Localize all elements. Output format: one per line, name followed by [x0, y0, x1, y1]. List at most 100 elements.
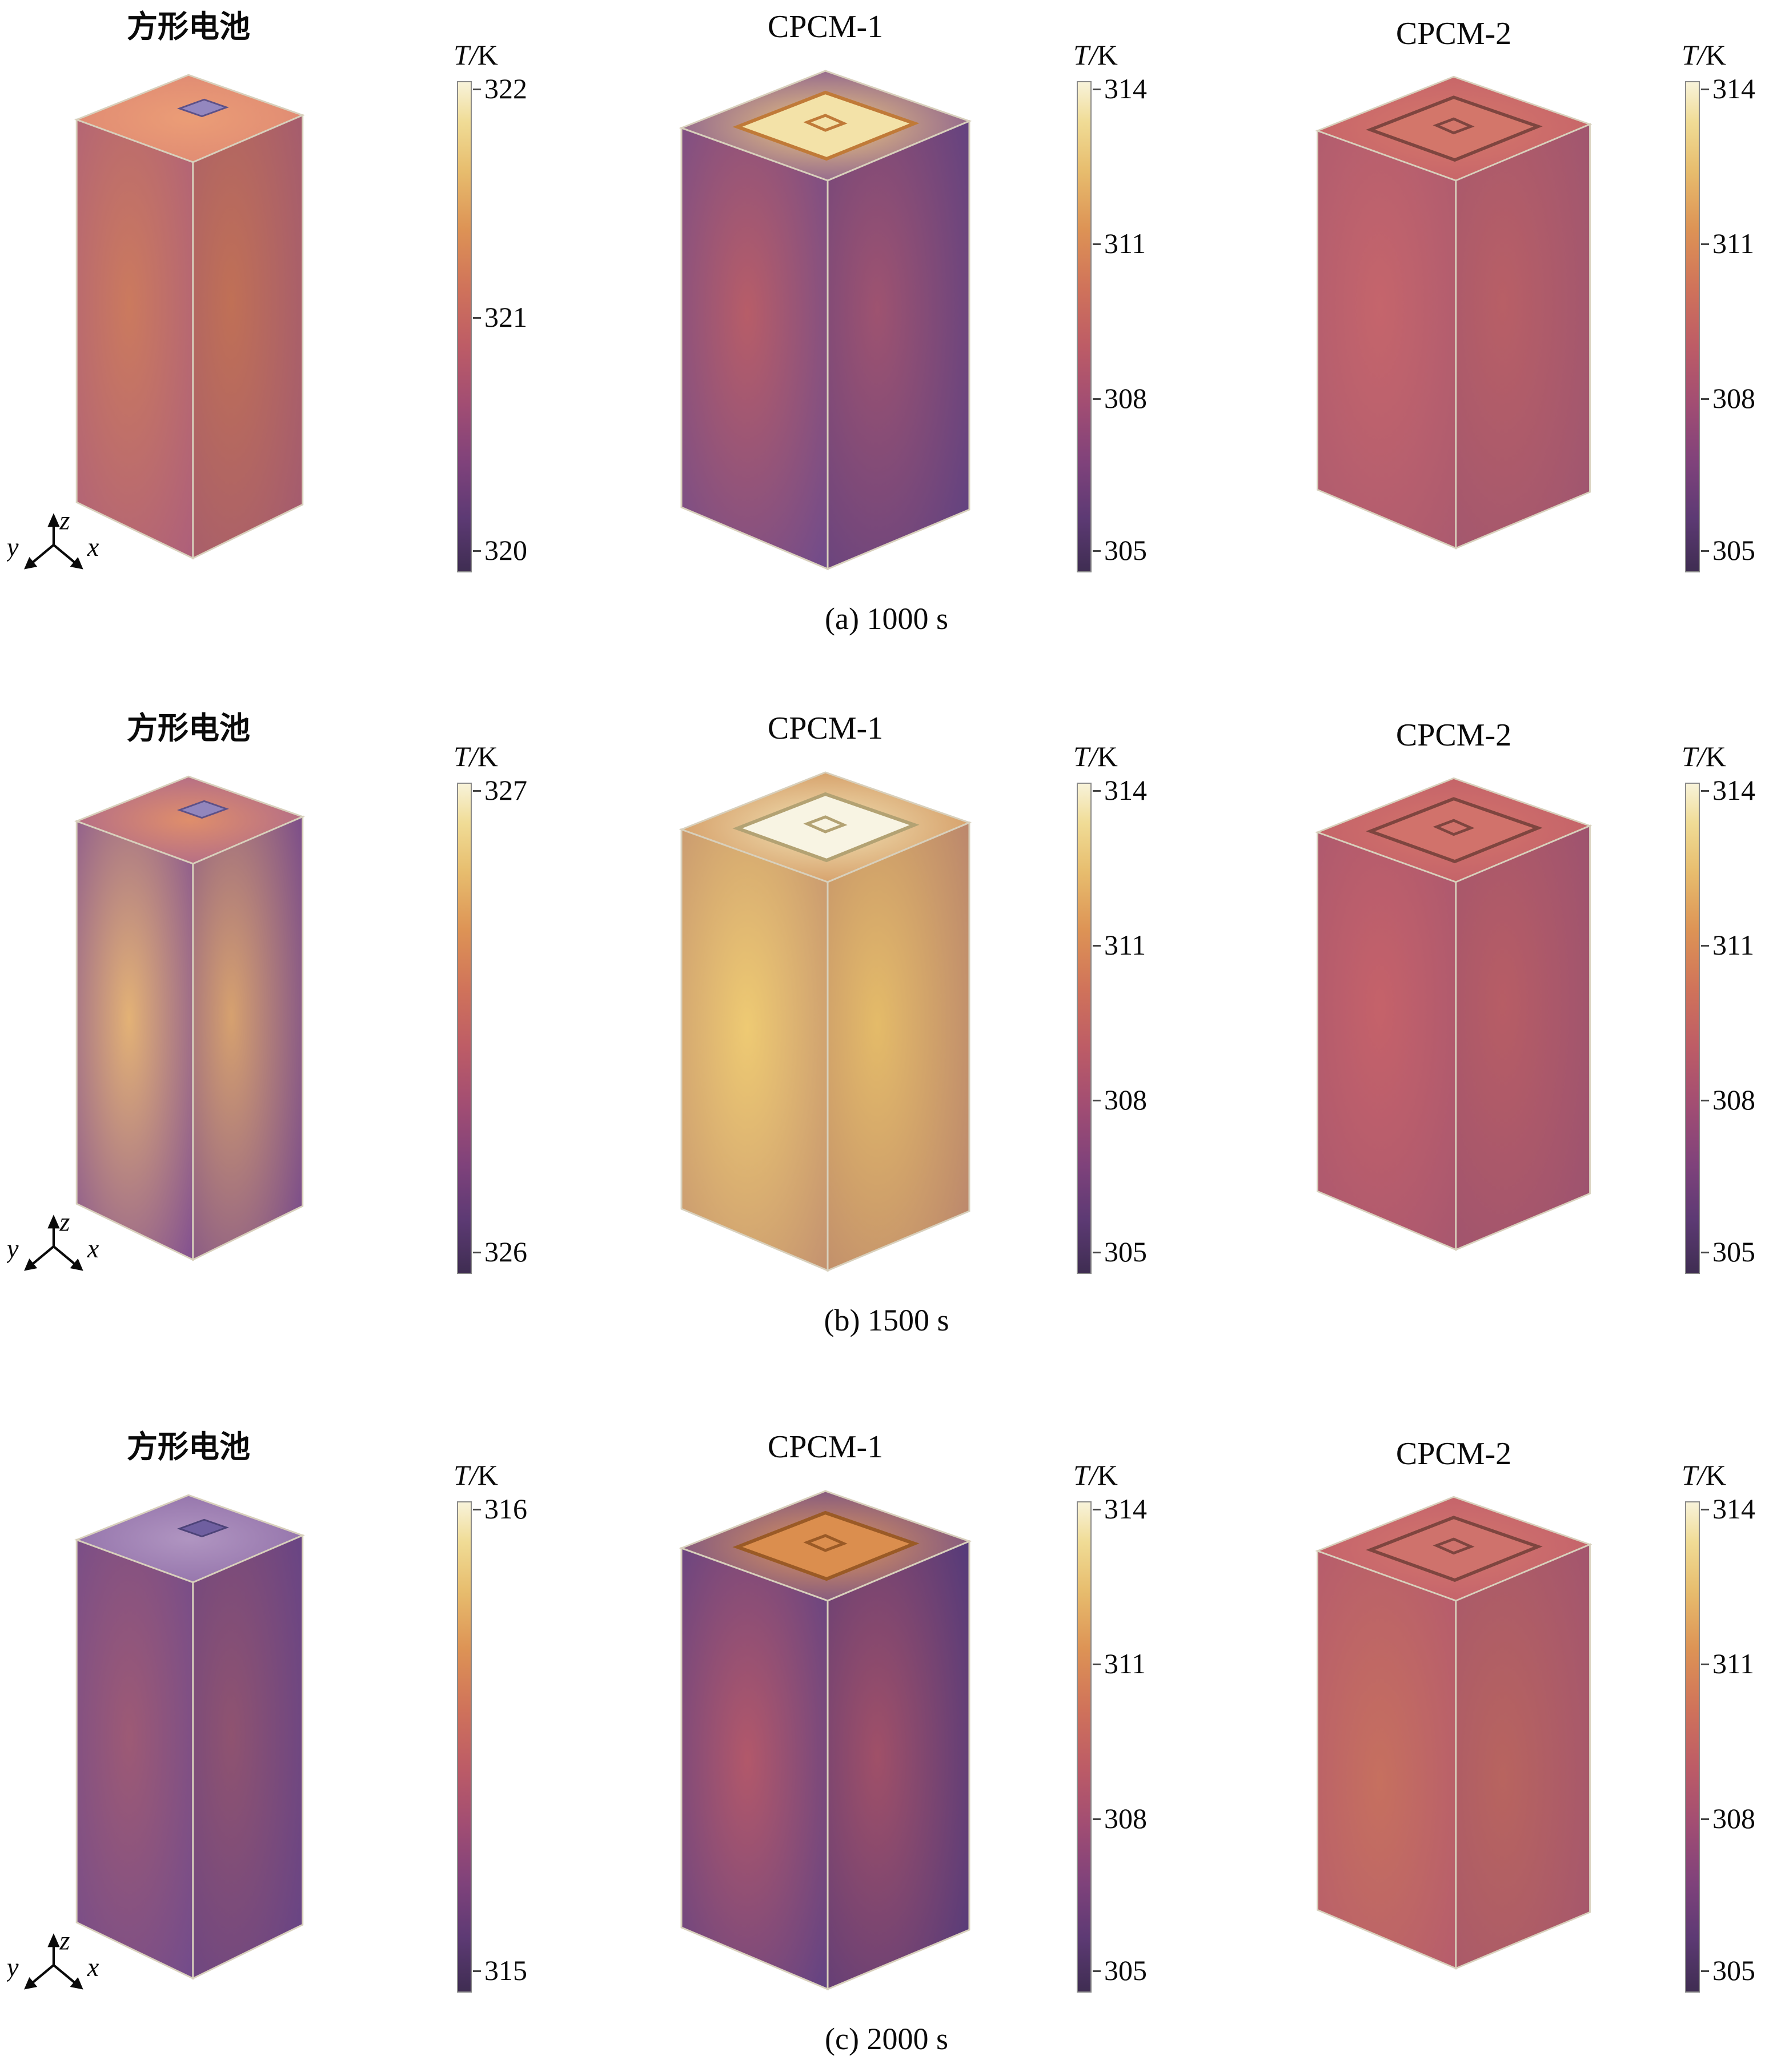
colorbar-gradient	[1685, 1501, 1700, 1993]
colorbar: T/K 314 311 308 305	[1073, 38, 1185, 572]
colorbar-tick: 308	[1701, 1083, 1755, 1116]
cpcm2-3d-render	[1315, 1496, 1593, 1970]
subfigure-c: 方形电池	[0, 1420, 1773, 2072]
box-left-face	[1317, 831, 1457, 1251]
colorbar: T/K 314 311 308 305	[1073, 739, 1185, 1274]
cpcm2-3d-render	[1315, 777, 1593, 1251]
colorbar-tick: 314	[1093, 774, 1147, 806]
top-center-square	[1433, 117, 1475, 135]
colorbar: T/K 314 311 308 305	[1682, 38, 1773, 572]
top-inset-frame	[732, 1510, 920, 1581]
colorbar-unit-label: T/K	[1682, 39, 1726, 71]
box-left-face	[1317, 1549, 1457, 1970]
panel-cpcm1-1000s: CPCM-1	[665, 8, 985, 590]
colorbar-tick: 311	[1092, 928, 1146, 961]
panel-title: 方形电池	[127, 10, 250, 44]
colorbar-unit-label: T/K	[1073, 39, 1118, 71]
colorbar-tick: 314	[1701, 1492, 1755, 1525]
top-inset-frame	[1366, 797, 1543, 864]
panel-title: CPCM-2	[1395, 16, 1512, 51]
colorbar-unit-label: T/K	[1073, 740, 1118, 772]
box-left-face	[680, 828, 829, 1272]
box-right-face	[1455, 1543, 1591, 1970]
colorbar-unit-label: T/K	[454, 39, 498, 71]
colorbar-tick: 311	[1700, 928, 1755, 961]
panel-square-battery-1000s: 方形电池	[54, 8, 323, 578]
panel-title: CPCM-2	[1395, 1436, 1512, 1472]
axis-triad: z y x	[7, 1209, 99, 1271]
axis-label-x: x	[87, 1234, 99, 1263]
colorbar-tick: 305	[1093, 1954, 1147, 1987]
colorbar-tick: 314	[1701, 774, 1755, 806]
top-center-square	[1433, 1537, 1475, 1555]
panel-title: 方形电池	[127, 1430, 250, 1464]
colorbar-tick: 305	[1701, 1954, 1755, 1987]
panel-title: CPCM-1	[767, 1429, 884, 1465]
colorbar-tick: 308	[1701, 382, 1755, 414]
colorbar-gradient	[1077, 783, 1092, 1274]
panel-title: CPCM-2	[1395, 718, 1512, 753]
colorbar-tick: 305	[1093, 1236, 1147, 1268]
top-inset-frame	[1366, 95, 1543, 162]
colorbar: T/K 322 321 320	[454, 38, 565, 572]
box-left-face	[75, 1538, 194, 1980]
colorbar-unit-label: T/K	[1682, 740, 1726, 772]
axis-label-z: z	[59, 507, 70, 535]
subfigure-caption: (a) 1000 s	[825, 602, 948, 636]
subfigure-caption: (c) 2000 s	[825, 2022, 948, 2056]
colorbar-tick: 316	[473, 1492, 527, 1525]
top-inset-frame	[732, 792, 920, 863]
axis-label-z: z	[59, 1209, 70, 1237]
colorbar: T/K 316 315	[454, 1458, 565, 1993]
colorbar-tick: 311	[1700, 1647, 1755, 1680]
colorbar-gradient	[1685, 81, 1700, 572]
box-left-face	[1317, 129, 1457, 550]
box-right-face	[192, 1534, 304, 1980]
colorbar-tick: 305	[1701, 534, 1755, 567]
colorbar-tick: 320	[473, 534, 527, 567]
top-center-square	[803, 114, 848, 132]
colorbar-unit-label: T/K	[1682, 1459, 1726, 1491]
panel-cpcm1-2000s: CPCM-1	[665, 1428, 985, 2010]
top-center-square	[803, 815, 848, 833]
axis-label-z: z	[59, 1927, 70, 1955]
battery-3d-render	[74, 1494, 305, 1980]
colorbar-tick: 308	[1093, 1083, 1147, 1116]
box-right-face	[1455, 824, 1591, 1251]
colorbar: T/K 314 311 308 305	[1682, 739, 1773, 1274]
axis-label-y: y	[7, 532, 19, 562]
battery-terminal	[177, 98, 229, 118]
colorbar-tick: 311	[1700, 227, 1755, 259]
colorbar-tick: 314	[1093, 1492, 1147, 1525]
box-right-face	[192, 114, 304, 560]
axis-label-x: x	[87, 532, 99, 562]
colorbar-tick: 326	[473, 1236, 527, 1268]
colorbar: T/K 314 311 308 305	[1073, 1458, 1185, 1993]
box-right-face	[827, 119, 970, 571]
colorbar-gradient	[457, 81, 472, 572]
box-left-face	[680, 126, 829, 571]
cpcm2-3d-render	[1315, 75, 1593, 550]
top-center-square	[1433, 819, 1475, 836]
colorbar-unit-label: T/K	[1073, 1459, 1118, 1491]
panel-square-battery-2000s: 方形电池	[54, 1428, 323, 1998]
colorbar-unit-label: T/K	[454, 1459, 498, 1491]
box-right-face	[1455, 123, 1591, 550]
axis-triad: z y x	[7, 507, 99, 570]
panel-cpcm2-2000s: CPCM-2	[1302, 1435, 1605, 1988]
panel-cpcm2-1500s: CPCM-2	[1302, 716, 1605, 1269]
colorbar-gradient	[1685, 783, 1700, 1274]
box-left-face	[680, 1546, 829, 1991]
colorbar-unit-label: T/K	[454, 740, 498, 772]
colorbar-tick: 321	[473, 300, 527, 333]
colorbar-tick: 322	[473, 72, 527, 105]
cpcm1-3d-render	[679, 771, 972, 1272]
box-right-face	[827, 821, 970, 1272]
colorbar-gradient	[1077, 81, 1092, 572]
panel-title: CPCM-1	[767, 9, 884, 45]
axis-label-y: y	[7, 1234, 19, 1263]
panel-square-battery-1500s: 方形电池	[54, 710, 323, 1280]
axis-triad: z y x	[7, 1927, 99, 1990]
top-center-square	[803, 1534, 848, 1552]
